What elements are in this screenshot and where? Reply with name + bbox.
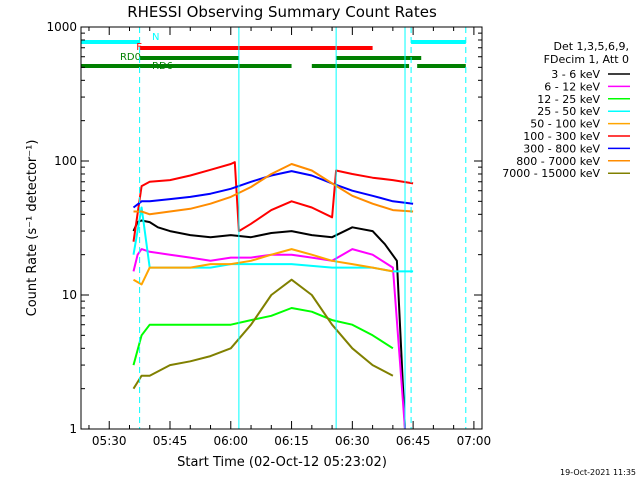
series-layer (132, 161, 414, 430)
series-line-4 (132, 206, 414, 273)
x-tick-label-4: 06:15 (274, 434, 309, 448)
timestamp: 19-Oct-2021 11:35 (560, 468, 636, 477)
flag-label-rd0: RD0 (120, 52, 141, 63)
x-tick-label-3: 06:00 (213, 434, 248, 448)
y-tick-label-3: 100 (54, 154, 77, 168)
legend-label-5: 50 - 100 keV (530, 118, 600, 131)
y-tick-label-4: 1000 (46, 20, 77, 34)
x-tick-label-1: 05:30 (92, 434, 127, 448)
legend-header-line-1: Det 1,3,5,6,9, (553, 40, 629, 53)
chart-title: RHESSI Observing Summary Count Rates (127, 3, 437, 21)
series-line-7 (132, 170, 414, 209)
legend-label-4: 25 - 50 keV (537, 105, 600, 118)
series-line-2 (132, 248, 406, 430)
legend-label-8: 800 - 7000 keV (516, 155, 600, 168)
legend-header-line-2: FDecim 1, Att 0 (544, 53, 629, 66)
y-axis-label: Count Rate (s⁻¹ detector⁻¹) (25, 140, 40, 317)
x-tick-label-2: 05:45 (153, 434, 188, 448)
legend-label-1: 3 - 6 keV (551, 68, 600, 81)
flag-label-n: N (152, 32, 159, 43)
legend-label-3: 12 - 25 keV (537, 93, 600, 106)
x-tick-label-7: 07:00 (457, 434, 492, 448)
series-line-1 (132, 219, 406, 430)
series-line-5 (132, 248, 394, 286)
plot-frame (80, 26, 483, 430)
y-tick-label-1: 1 (69, 422, 77, 436)
series-line-6 (132, 161, 414, 242)
legend-label-2: 6 - 12 keV (544, 80, 600, 93)
axis-layer: 05:30 05:45 06:00 06:15 06:30 06:45 07:00 1 10 10… (46, 20, 491, 448)
legend-label-7: 300 - 800 keV (523, 142, 600, 155)
x-axis-label: Start Time (02-Oct-12 05:23:02) (177, 455, 387, 470)
series-line-8 (133, 163, 414, 216)
series-line-3 (132, 307, 394, 366)
series-line-9 (132, 278, 394, 390)
x-tick-label-5: 06:30 (335, 434, 370, 448)
y-tick-label-2: 10 (62, 288, 77, 302)
legend-label-9: 7000 - 15000 keV (502, 167, 600, 180)
marker-layer (139, 27, 467, 429)
x-tick-label-6: 06:45 (396, 434, 431, 448)
legend-label-6: 100 - 300 keV (523, 130, 600, 143)
flag-label-rd6: RD6 (152, 61, 173, 72)
flag-layer: NFRD0RD6 (81, 32, 466, 72)
